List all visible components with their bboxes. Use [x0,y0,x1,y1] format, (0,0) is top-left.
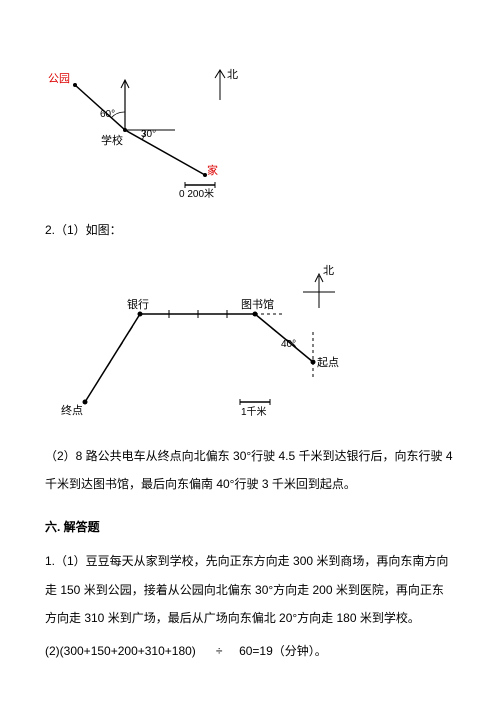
label-end: 终点 [61,402,83,422]
label-park: 公园 [48,70,70,90]
label-bank: 银行 [127,296,149,316]
label-north-2: 北 [323,262,334,282]
section-6-title: 六. 解答题 [45,517,455,539]
answer-2-text: （2）8 路公共电车从终点向北偏东 30°行驶 4.5 千米到达银行后，向东行驶… [45,442,455,500]
q2-suffix: 60=19（分钟）。 [239,644,327,658]
label-angle30: 30° [141,126,156,144]
label-north-1: 北 [227,66,238,86]
diagram-bus-route: 银行 北 图书馆 40° 起点 终点 1千米 [45,252,365,422]
q2-prefix: (2)(300+150+200+310+180) [45,644,196,658]
diagram-park-school-home: 公园 北 60° 30° 学校 家 0 200米 [45,50,265,200]
label-angle40: 40° [281,336,296,354]
label-angle60: 60° [100,106,115,124]
label-scale-2: 1千米 [241,404,267,422]
label-start: 起点 [317,354,339,374]
label-home: 家 [207,162,218,182]
q2-line: (2)(300+150+200+310+180) ÷ 60=19（分钟）。 [45,641,455,663]
label-scale-1: 0 200米 [179,186,214,204]
label-library: 图书馆 [241,296,274,316]
text-2-1-intro: 2.（1）如图： [45,220,455,242]
q1-text: 1.（1）豆豆每天从家到学校，先向正东方向走 300 米到商场，再向东南方向走 … [45,547,455,633]
q2-op: ÷ [216,644,223,658]
label-school: 学校 [101,132,123,152]
